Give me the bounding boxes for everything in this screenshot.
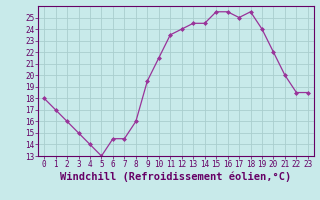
- X-axis label: Windchill (Refroidissement éolien,°C): Windchill (Refroidissement éolien,°C): [60, 172, 292, 182]
